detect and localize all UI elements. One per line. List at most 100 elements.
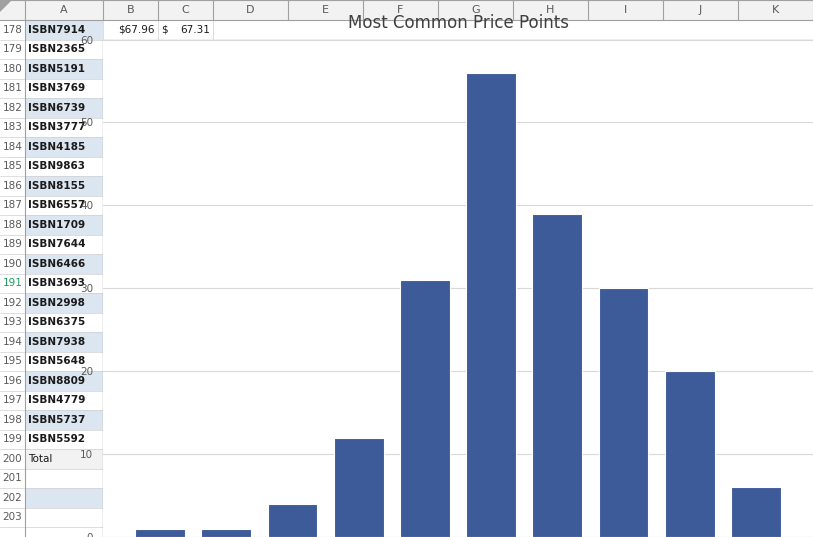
Text: 199: 199 bbox=[2, 434, 23, 444]
Text: ISBN9863: ISBN9863 bbox=[28, 161, 85, 171]
Text: ISBN2365: ISBN2365 bbox=[28, 44, 85, 54]
Bar bbox=[467, 72, 516, 537]
Text: ISBN8809: ISBN8809 bbox=[28, 376, 85, 386]
Bar bbox=[25, 20, 103, 40]
Text: 190: 190 bbox=[2, 259, 23, 268]
Text: ISBN5648: ISBN5648 bbox=[28, 356, 85, 366]
Text: ISBN7938: ISBN7938 bbox=[28, 337, 85, 347]
Bar bbox=[533, 214, 582, 537]
Text: ISBN5191: ISBN5191 bbox=[28, 64, 85, 74]
Text: ISBN7644: ISBN7644 bbox=[28, 240, 85, 249]
Text: 194: 194 bbox=[2, 337, 23, 347]
Bar bbox=[25, 254, 103, 273]
Text: 188: 188 bbox=[2, 220, 23, 230]
Text: $67.96: $67.96 bbox=[119, 25, 155, 35]
Text: 182: 182 bbox=[2, 103, 23, 113]
Bar bbox=[135, 529, 185, 537]
Bar bbox=[25, 352, 103, 371]
Text: D: D bbox=[246, 5, 254, 15]
Bar bbox=[25, 371, 103, 390]
Bar bbox=[0, 0, 813, 20]
Text: 67.31: 67.31 bbox=[180, 25, 210, 35]
Bar bbox=[25, 156, 103, 176]
Text: ISBN6557: ISBN6557 bbox=[28, 200, 85, 211]
Bar bbox=[202, 529, 251, 537]
Text: F: F bbox=[398, 5, 404, 15]
Bar bbox=[25, 468, 103, 488]
Text: ISBN6375: ISBN6375 bbox=[28, 317, 85, 327]
Bar bbox=[103, 20, 158, 40]
Text: ISBN4185: ISBN4185 bbox=[28, 142, 85, 152]
Bar bbox=[25, 118, 103, 137]
Text: 197: 197 bbox=[2, 395, 23, 405]
Text: I: I bbox=[624, 5, 627, 15]
Text: ISBN1709: ISBN1709 bbox=[28, 220, 85, 230]
Text: 189: 189 bbox=[2, 240, 23, 249]
Bar bbox=[25, 215, 103, 235]
Text: E: E bbox=[322, 5, 329, 15]
Bar bbox=[25, 488, 103, 507]
Text: B: B bbox=[127, 5, 134, 15]
Text: 201: 201 bbox=[2, 473, 23, 483]
Text: ISBN6739: ISBN6739 bbox=[28, 103, 85, 113]
Bar bbox=[25, 98, 103, 118]
Bar bbox=[25, 273, 103, 293]
Bar bbox=[25, 293, 103, 313]
Text: J: J bbox=[699, 5, 702, 15]
Text: ISBN3769: ISBN3769 bbox=[28, 83, 85, 93]
Text: 193: 193 bbox=[2, 317, 23, 327]
Text: 180: 180 bbox=[2, 64, 23, 74]
Bar bbox=[400, 280, 450, 537]
Text: ISBN4779: ISBN4779 bbox=[28, 395, 85, 405]
Bar bbox=[598, 288, 648, 537]
Text: 191: 191 bbox=[2, 278, 23, 288]
Bar bbox=[103, 40, 813, 537]
Text: ISBN7914: ISBN7914 bbox=[28, 25, 85, 35]
Text: 184: 184 bbox=[2, 142, 23, 152]
Text: ISBN3777: ISBN3777 bbox=[28, 122, 85, 132]
Text: H: H bbox=[546, 5, 554, 15]
Text: ISBN6466: ISBN6466 bbox=[28, 259, 85, 268]
Text: 202: 202 bbox=[2, 493, 23, 503]
Text: 178: 178 bbox=[2, 25, 23, 35]
Bar bbox=[25, 235, 103, 254]
Text: $: $ bbox=[161, 25, 167, 35]
Bar bbox=[25, 78, 103, 98]
Title: Most Common Price Points: Most Common Price Points bbox=[347, 14, 568, 32]
Text: 192: 192 bbox=[2, 297, 23, 308]
Bar bbox=[25, 40, 103, 59]
Text: 181: 181 bbox=[2, 83, 23, 93]
Text: ISBN8155: ISBN8155 bbox=[28, 181, 85, 191]
Bar bbox=[158, 20, 213, 40]
Text: ISBN3693: ISBN3693 bbox=[28, 278, 85, 288]
Text: 195: 195 bbox=[2, 356, 23, 366]
Bar bbox=[25, 430, 103, 449]
Bar bbox=[25, 59, 103, 78]
Bar bbox=[25, 137, 103, 156]
Text: 186: 186 bbox=[2, 181, 23, 191]
Text: 183: 183 bbox=[2, 122, 23, 132]
Text: K: K bbox=[772, 5, 779, 15]
Text: G: G bbox=[472, 5, 480, 15]
Bar bbox=[267, 504, 317, 537]
Bar bbox=[25, 313, 103, 332]
Bar bbox=[665, 371, 715, 537]
Bar bbox=[25, 332, 103, 352]
Text: A: A bbox=[60, 5, 67, 15]
Text: ISBN5592: ISBN5592 bbox=[28, 434, 85, 444]
Bar bbox=[731, 487, 780, 537]
Text: 179: 179 bbox=[2, 44, 23, 54]
Text: 198: 198 bbox=[2, 415, 23, 425]
Text: 203: 203 bbox=[2, 512, 23, 523]
Text: 187: 187 bbox=[2, 200, 23, 211]
Polygon shape bbox=[0, 0, 12, 12]
Bar bbox=[25, 176, 103, 195]
Text: ISBN2998: ISBN2998 bbox=[28, 297, 85, 308]
Text: 200: 200 bbox=[2, 454, 22, 464]
Bar bbox=[25, 390, 103, 410]
Text: 185: 185 bbox=[2, 161, 23, 171]
Bar bbox=[25, 195, 103, 215]
Bar bbox=[334, 438, 384, 537]
Text: C: C bbox=[181, 5, 189, 15]
Text: ISBN5737: ISBN5737 bbox=[28, 415, 85, 425]
